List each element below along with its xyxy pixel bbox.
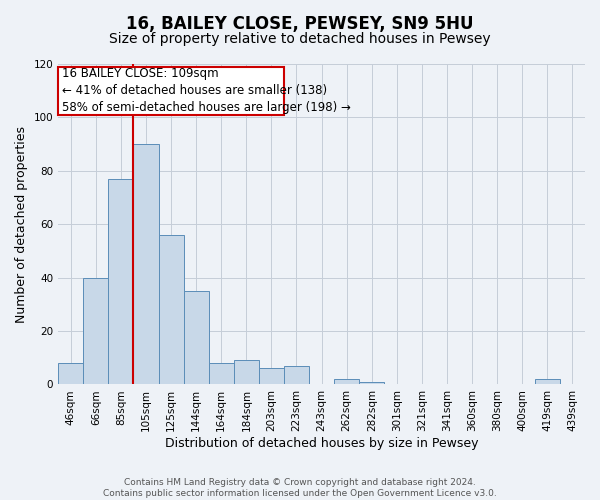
Text: 16 BAILEY CLOSE: 109sqm
← 41% of detached houses are smaller (138)
58% of semi-d: 16 BAILEY CLOSE: 109sqm ← 41% of detache… [62, 67, 351, 114]
Text: Size of property relative to detached houses in Pewsey: Size of property relative to detached ho… [109, 32, 491, 46]
Bar [259, 368, 284, 384]
Y-axis label: Number of detached properties: Number of detached properties [15, 126, 28, 322]
X-axis label: Distribution of detached houses by size in Pewsey: Distribution of detached houses by size … [165, 437, 478, 450]
Bar [334, 379, 359, 384]
Bar [535, 379, 560, 384]
FancyBboxPatch shape [58, 66, 284, 114]
Bar [58, 363, 83, 384]
Bar [209, 363, 234, 384]
Bar [109, 179, 133, 384]
Bar [359, 382, 385, 384]
Bar [83, 278, 109, 384]
Bar [133, 144, 158, 384]
Text: Contains HM Land Registry data © Crown copyright and database right 2024.
Contai: Contains HM Land Registry data © Crown c… [103, 478, 497, 498]
Text: 16, BAILEY CLOSE, PEWSEY, SN9 5HU: 16, BAILEY CLOSE, PEWSEY, SN9 5HU [126, 15, 474, 33]
Bar [158, 235, 184, 384]
Bar [284, 366, 309, 384]
Bar [184, 291, 209, 384]
Bar [234, 360, 259, 384]
